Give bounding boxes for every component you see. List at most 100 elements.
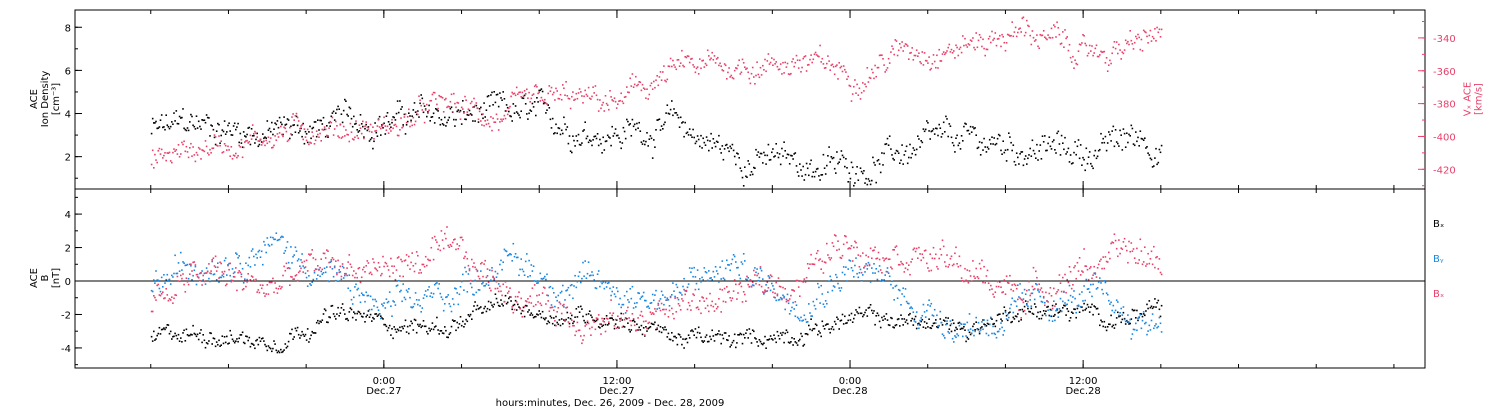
vx-series-point: [200, 158, 202, 160]
by-series-point: [448, 303, 451, 305]
by-series-point: [556, 299, 558, 302]
by-series-point: [1035, 283, 1037, 285]
ion-density-series-point: [524, 103, 527, 105]
by-series-point: [245, 262, 247, 264]
by-series-point: [773, 288, 775, 290]
vx-series-point: [638, 81, 640, 83]
ion-density-series-point: [1154, 157, 1156, 159]
bz-series-point: [556, 311, 558, 313]
bz-series-point: [477, 275, 480, 278]
vx-series-point: [744, 66, 746, 68]
vx-series-point: [721, 69, 724, 71]
bz-series-point: [385, 262, 388, 265]
bx-series-point: [650, 322, 653, 325]
by-series-point: [364, 300, 366, 303]
ion-density-series-point: [297, 132, 300, 134]
by-series-point: [994, 333, 997, 336]
bx-series-point: [930, 327, 933, 330]
bx-series-point: [291, 328, 293, 331]
ion-density-series-point: [766, 154, 769, 157]
vx-series-point: [1031, 30, 1034, 32]
bz-series-point: [745, 300, 747, 302]
bz-series-point: [867, 256, 870, 258]
bz-series-point: [902, 263, 904, 266]
vx-series-point: [376, 125, 379, 127]
by-series-point: [771, 282, 773, 285]
bx-series-point: [1127, 321, 1129, 323]
bx-series-point: [168, 332, 171, 335]
bx-series-point: [900, 314, 902, 316]
bz-series-point: [1067, 281, 1070, 284]
bz-series-point: [441, 239, 444, 241]
bz-series-point: [442, 247, 445, 250]
bz-series-point: [1133, 257, 1136, 259]
bx-series-point: [233, 341, 236, 344]
ion-density-series-point: [721, 145, 724, 147]
bz-series-point: [794, 301, 797, 303]
by-series-point: [978, 331, 981, 333]
bz-series-point: [393, 265, 395, 268]
bz-series-point: [1113, 233, 1116, 235]
bz-series-point: [487, 281, 490, 284]
vx-series-point: [218, 135, 220, 137]
bz-series-point: [674, 297, 676, 299]
ion-density-series-point: [945, 115, 947, 118]
bx-series-point: [841, 313, 844, 316]
bx-series-point: [1132, 309, 1135, 312]
vx-series-point: [1070, 61, 1073, 63]
bz-series-point: [1128, 240, 1130, 243]
by-series-point: [708, 270, 710, 272]
by-series-point: [888, 275, 891, 278]
ion-density-series-point: [321, 123, 324, 125]
x-tick-time: 12:00: [1069, 376, 1098, 387]
bz-series-point: [296, 279, 299, 282]
bx-series-point: [1106, 326, 1109, 328]
bz-series-point: [697, 308, 700, 311]
ion-density-series-point: [808, 174, 810, 177]
bx-series-point: [185, 328, 188, 331]
ion-density-series-point: [300, 127, 302, 130]
bz-series-point: [192, 261, 194, 264]
ion-density-series-point: [267, 129, 270, 131]
ion-density-series-point: [791, 155, 793, 157]
vx-series-point: [537, 92, 539, 95]
vx-series-point: [1019, 27, 1021, 29]
vx-series-point: [954, 57, 956, 59]
bx-series-point: [351, 316, 354, 319]
bx-series-point: [1042, 310, 1045, 312]
bz-series-point: [988, 289, 991, 291]
bz-series-point: [1096, 267, 1099, 269]
bx-series-point: [745, 332, 747, 334]
vx-series-point: [1068, 43, 1071, 46]
by-series-point: [1138, 316, 1140, 318]
vx-series-point: [1097, 55, 1100, 58]
bx-series-point: [466, 320, 469, 323]
vx-series-point: [993, 37, 995, 40]
bx-series-point: [1133, 309, 1136, 312]
ion-density-series-point: [1040, 158, 1043, 160]
by-series-point: [1108, 299, 1110, 302]
bz-series-point: [727, 291, 729, 294]
vx-series-point: [431, 93, 434, 96]
by-series-point: [868, 264, 871, 267]
ion-density-series-point: [491, 91, 493, 94]
vx-series-point: [538, 91, 540, 94]
bz-series-point: [690, 309, 692, 311]
bx-series-point: [1062, 307, 1064, 309]
by-series-point: [313, 271, 316, 274]
bx-series-point: [588, 310, 591, 312]
by-series-point: [150, 289, 153, 292]
bz-series-point: [153, 295, 155, 297]
bz-series-point: [590, 334, 592, 336]
vx-series-point: [1099, 54, 1101, 56]
ion-density-series-point: [387, 121, 390, 123]
vx-series-point: [540, 96, 543, 99]
vx-series-point: [899, 43, 901, 45]
bz-series-point: [692, 293, 694, 295]
ion-density-series-point: [854, 182, 856, 184]
ion-density-series-point: [671, 100, 673, 102]
bz-series-point: [737, 292, 739, 294]
vx-series-point: [1111, 52, 1113, 55]
by-series-point: [947, 330, 949, 333]
bz-series-point: [427, 258, 429, 261]
